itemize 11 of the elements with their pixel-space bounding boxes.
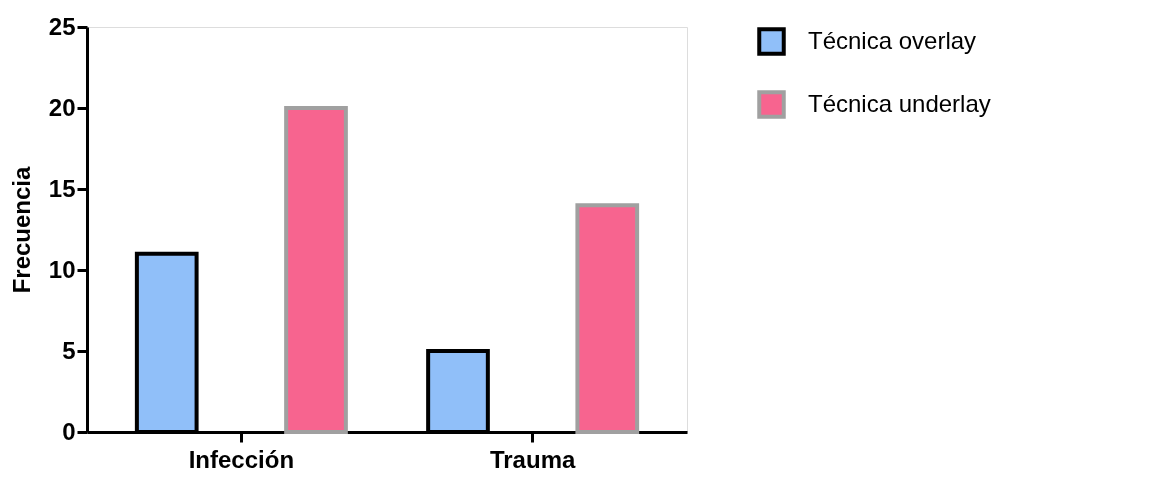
x-tick-label: Trauma [489,445,576,473]
legend-label: Técnica overlay [808,26,977,54]
legend-label: Técnica underlay [808,89,991,117]
y-tick-label: 20 [48,93,76,121]
y-tick-label: 15 [48,174,76,202]
y-axis-title: Frecuencia [7,165,35,294]
y-tick-label: 25 [48,12,76,40]
x-tick-label: Infección [188,445,295,473]
y-tick-label: 0 [62,417,76,445]
y-tick-label: 5 [62,336,76,364]
y-tick-label: 10 [48,255,76,283]
